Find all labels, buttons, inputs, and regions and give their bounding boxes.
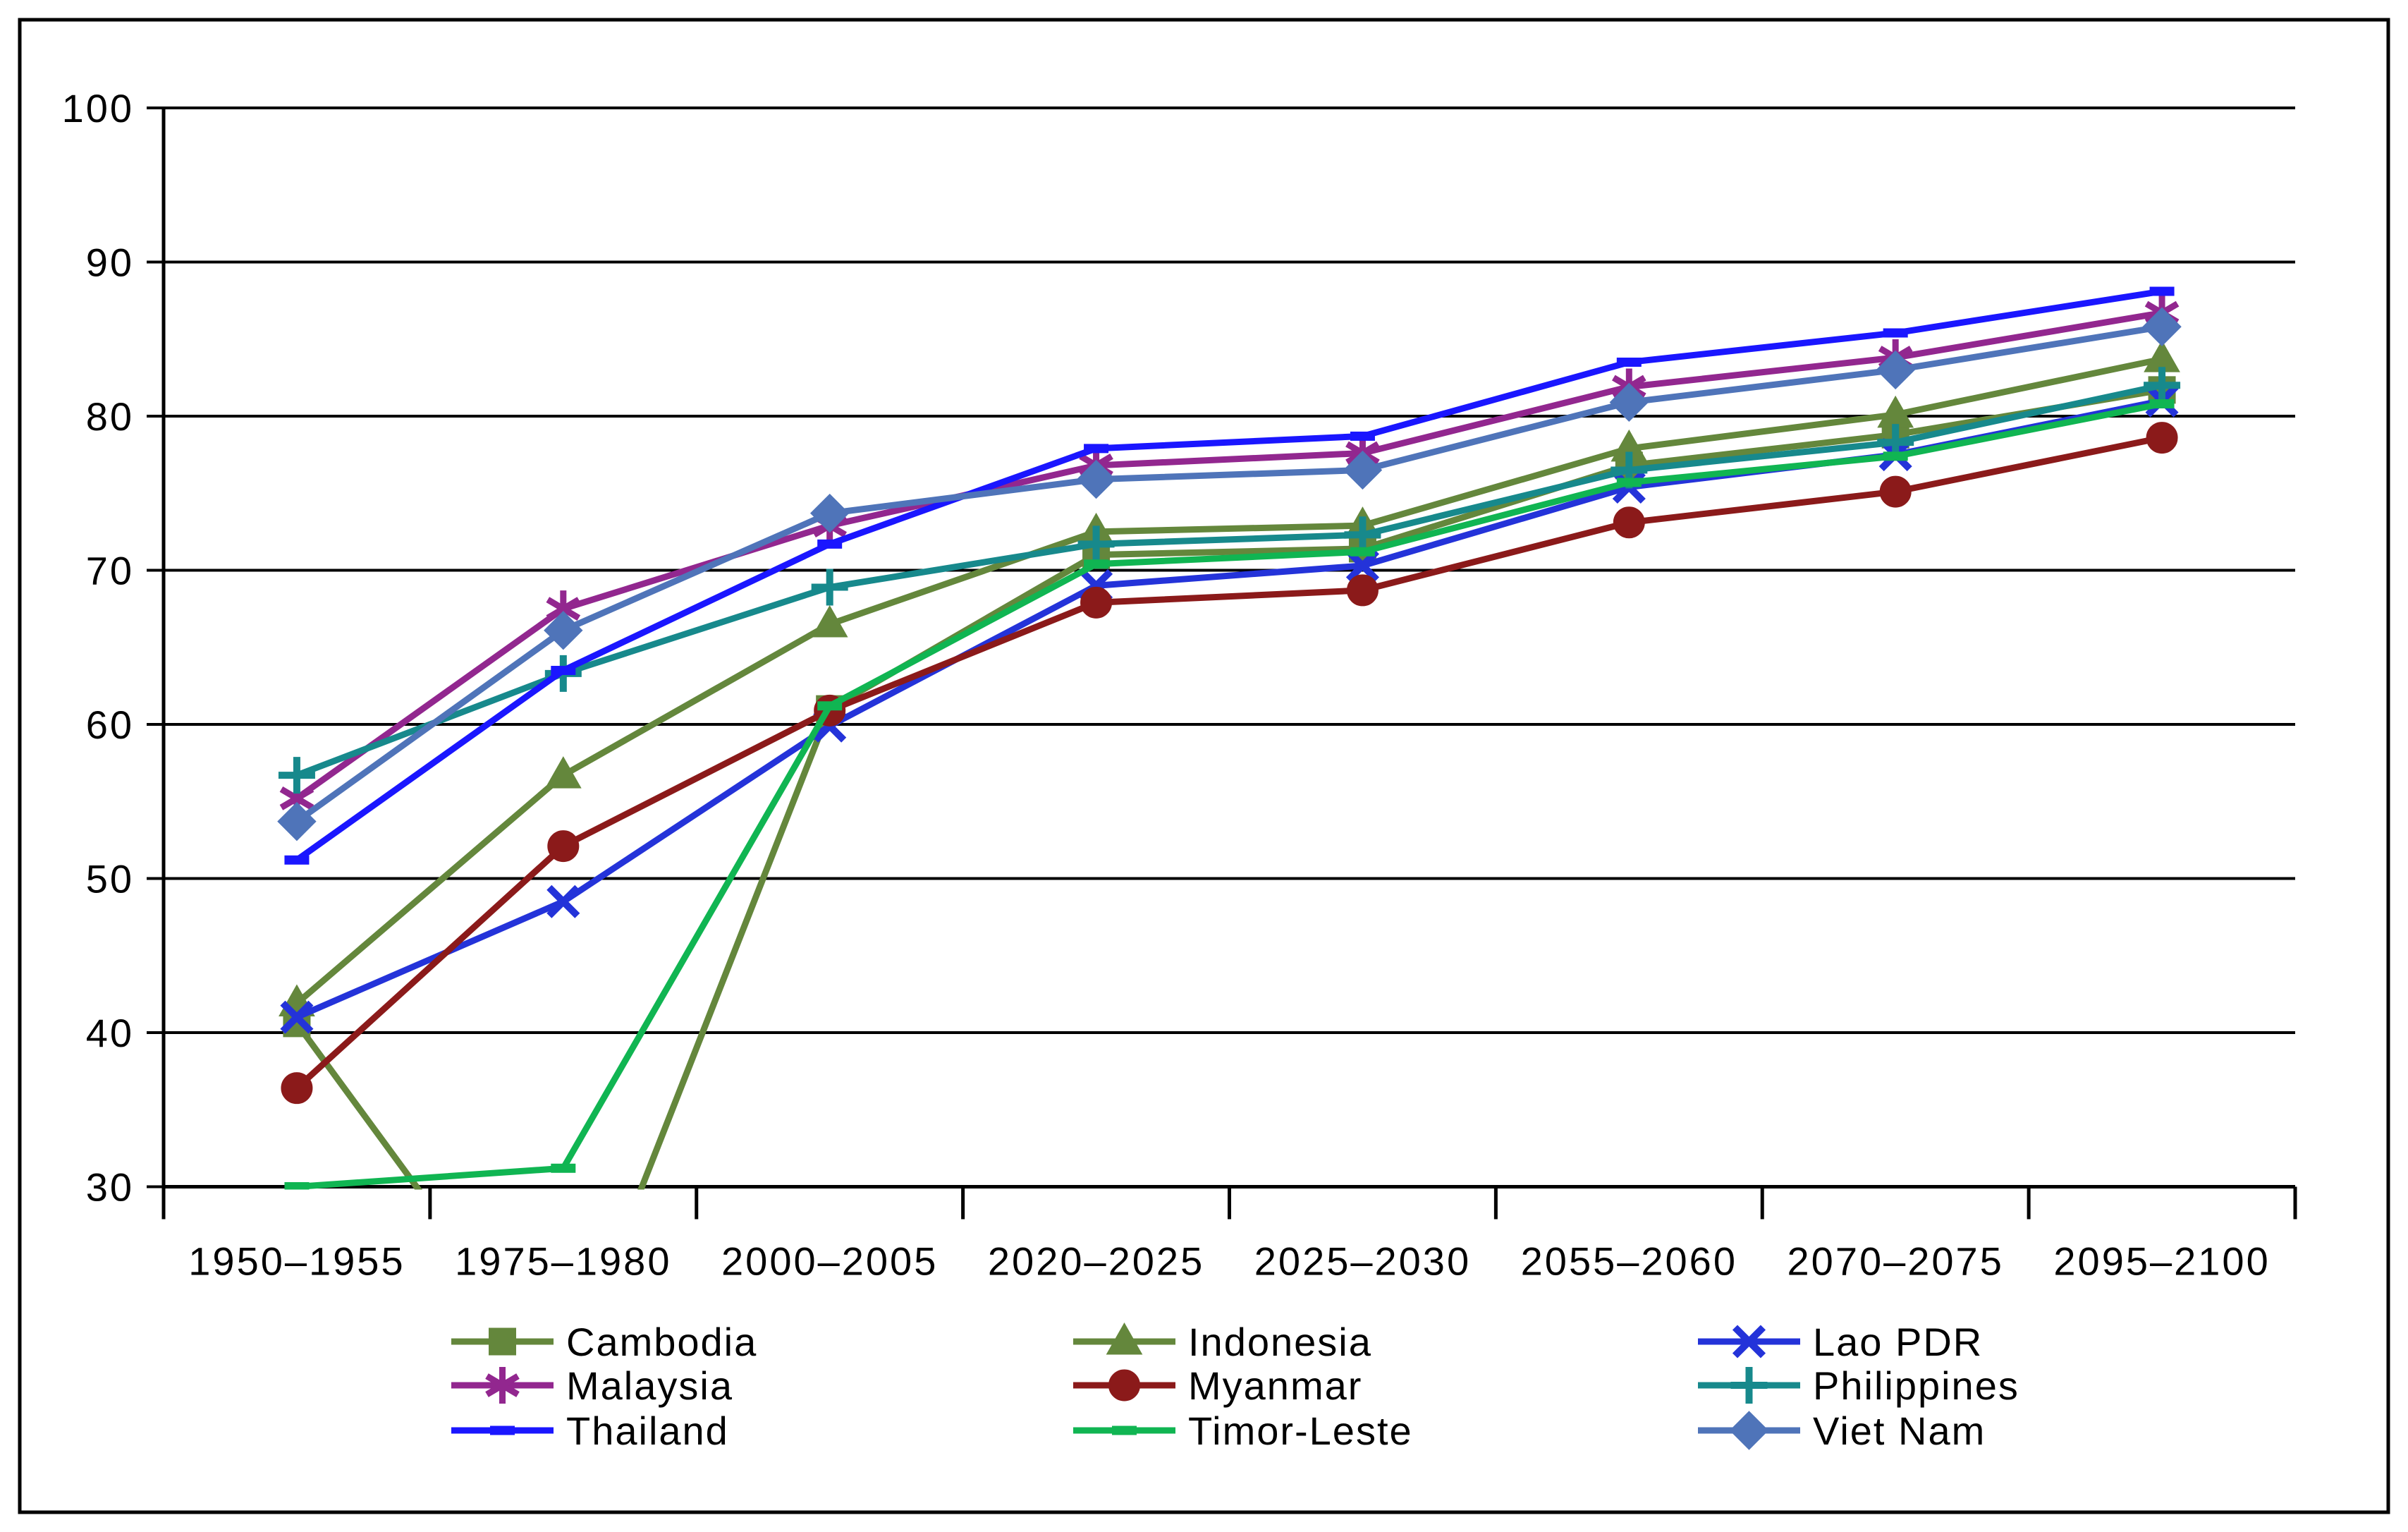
legend-label-lao-pdr: Lao PDR: [1813, 1320, 1983, 1364]
marker-dash: [1883, 328, 1908, 338]
marker-plus: [1344, 516, 1381, 554]
legend-item-indonesia: Indonesia: [1073, 1320, 1372, 1364]
y-tick-label: 90: [86, 241, 134, 285]
marker-circle: [281, 1072, 313, 1105]
marker-dash: [1350, 547, 1375, 557]
series-line-cambodia: [294, 387, 2163, 1190]
marker-circle: [1108, 1369, 1140, 1402]
series-line-indonesia: [295, 355, 2163, 1006]
x-tick-label: 2020–2025: [988, 1239, 1204, 1284]
marker-diamond: [809, 493, 850, 533]
legend-item-myanmar: Myanmar: [1073, 1363, 1362, 1408]
figure-border: [18, 18, 2390, 1514]
x-tick-label: 1950–1955: [188, 1239, 405, 1284]
marker-x: [1732, 1325, 1766, 1358]
series-philippines: [278, 367, 2181, 794]
y-tick-label: 60: [86, 703, 134, 747]
marker-dash: [2149, 286, 2175, 296]
legend-item-philippines: Philippines: [1698, 1363, 2019, 1408]
marker-triangle: [1106, 1322, 1143, 1355]
series-line-timor-leste: [296, 401, 2163, 1190]
series-line-philippines: [295, 382, 2163, 779]
series-thailand: [284, 286, 2175, 865]
x-tick-label: 2070–2075: [1787, 1239, 2004, 1284]
marker-diamond: [1729, 1411, 1769, 1450]
series-timor-leste: [284, 399, 2175, 1190]
x-tick-label: 1975–1980: [455, 1239, 671, 1284]
marker-dash: [1883, 451, 1908, 461]
marker-dash: [1350, 431, 1375, 441]
series-myanmar: [281, 422, 2178, 1105]
x-tick-label: 2095–2100: [2053, 1239, 2270, 1284]
marker-diamond: [1609, 382, 1649, 422]
series-line-viet-nam: [295, 323, 2163, 825]
marker-circle: [2146, 422, 2178, 454]
y-tick-label: 80: [86, 394, 134, 439]
marker-diamond: [544, 611, 583, 650]
legend-label-myanmar: Myanmar: [1188, 1363, 1362, 1408]
legend-item-malaysia: Malaysia: [451, 1363, 733, 1408]
marker-dash: [2149, 399, 2175, 409]
marker-diamond: [2142, 307, 2182, 346]
marker-diamond: [1343, 450, 1383, 490]
marker-diamond: [1076, 459, 1116, 499]
legend-label-indonesia: Indonesia: [1188, 1320, 1372, 1364]
marker-plus: [278, 757, 315, 794]
x-tick-label: 2025–2030: [1254, 1239, 1471, 1284]
legend-label-philippines: Philippines: [1813, 1363, 2019, 1408]
legend-item-thailand: Thailand: [451, 1409, 729, 1453]
marker-dash: [1084, 559, 1109, 569]
marker-plus: [1077, 525, 1115, 563]
legend-label-cambodia: Cambodia: [566, 1320, 757, 1364]
marker-dash: [551, 1163, 576, 1173]
marker-circle: [1879, 475, 1912, 508]
marker-x: [546, 884, 580, 918]
marker-asterisk: [485, 1367, 520, 1404]
x-tick-label: 2000–2005: [721, 1239, 938, 1284]
marker-dash: [490, 1425, 515, 1435]
legend-label-timor-leste: Timor-Leste: [1188, 1409, 1413, 1453]
series-line-thailand: [295, 288, 2163, 863]
series-line-myanmar: [294, 434, 2163, 1090]
marker-circle: [1346, 574, 1379, 607]
y-tick-label: 30: [86, 1165, 134, 1210]
marker-dash: [551, 666, 576, 676]
marker-triangle: [544, 756, 582, 789]
legend-item-lao-pdr: Lao PDR: [1698, 1320, 1983, 1364]
marker-dash: [1616, 358, 1642, 367]
y-tick-label: 40: [86, 1011, 134, 1055]
marker-circle: [1080, 586, 1113, 619]
marker-dash: [284, 1182, 310, 1190]
legend-label-malaysia: Malaysia: [566, 1363, 733, 1408]
marker-dash: [284, 855, 310, 865]
y-tick-label: 100: [62, 86, 134, 130]
marker-plus: [2144, 367, 2181, 404]
legend-label-viet-nam: Viet Nam: [1813, 1409, 1986, 1453]
series-viet-nam: [277, 307, 2182, 841]
marker-circle: [547, 830, 580, 863]
marker-dash: [1084, 444, 1109, 454]
marker-circle: [1613, 506, 1645, 539]
marker-dash: [817, 701, 843, 711]
legend-item-viet-nam: Viet Nam: [1698, 1409, 1986, 1453]
y-tick-label: 50: [86, 857, 134, 901]
marker-diamond: [1876, 350, 1915, 390]
marker-triangle: [811, 604, 848, 638]
marker-plus: [811, 569, 848, 606]
marker-square: [489, 1327, 516, 1356]
marker-diamond: [277, 801, 317, 841]
series-line-malaysia: [295, 310, 2163, 801]
legend-label-thailand: Thailand: [566, 1409, 729, 1453]
marker-dash: [1616, 478, 1642, 487]
marker-dash: [817, 539, 843, 549]
marker-plus: [1730, 1367, 1768, 1404]
y-tick-label: 70: [86, 549, 134, 593]
legend-item-cambodia: Cambodia: [451, 1320, 757, 1364]
x-tick-label: 2055–2060: [1521, 1239, 1737, 1284]
legend-item-timor-leste: Timor-Leste: [1073, 1409, 1413, 1453]
marker-dash: [1112, 1425, 1137, 1435]
marker-x: [280, 1000, 314, 1034]
